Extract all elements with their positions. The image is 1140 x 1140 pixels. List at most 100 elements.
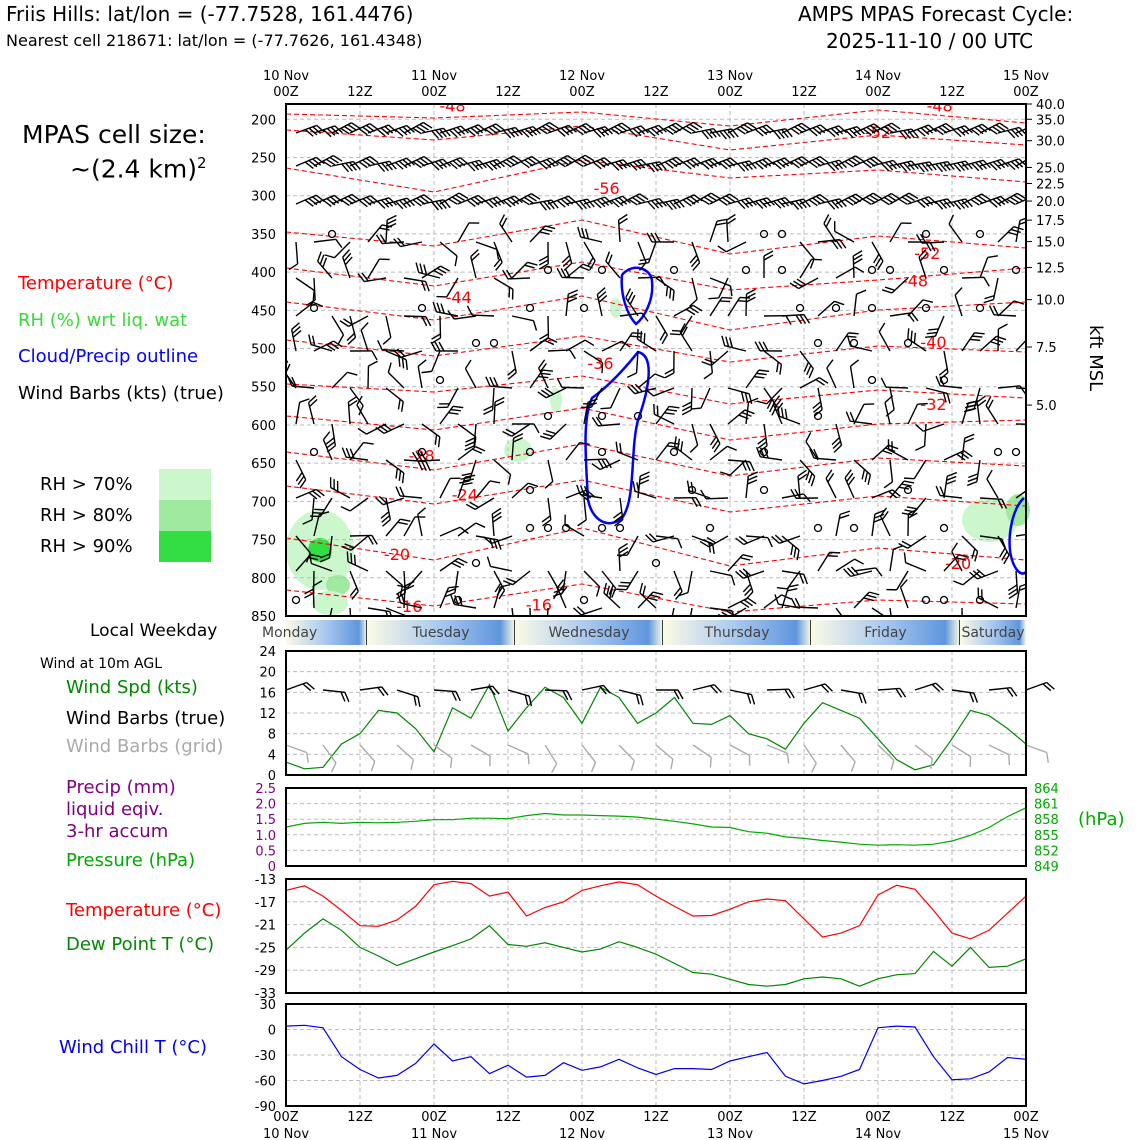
wind-barb-flag xyxy=(910,330,913,341)
wind-barb-true xyxy=(396,689,421,708)
wind-barb-flag xyxy=(988,200,998,208)
wind-barb-flag xyxy=(599,685,607,695)
wind-barb-flag xyxy=(605,458,612,469)
wind-barb xyxy=(943,198,973,210)
wind-barb-flag xyxy=(901,512,913,516)
wind-barb-flag xyxy=(466,199,476,208)
wind-barb-shaft xyxy=(417,366,423,389)
wind-barb-flag xyxy=(507,474,512,485)
wind-barb-flag xyxy=(722,160,732,169)
wind-barb-flag xyxy=(440,265,450,272)
wind-barb-grid xyxy=(729,744,751,766)
wind-barb-flag xyxy=(455,194,465,201)
wind-barb-shaft xyxy=(885,386,909,389)
wind-barb-flag xyxy=(630,335,641,338)
wind-barb-flag xyxy=(771,405,778,416)
wind-barb-shaft xyxy=(850,345,873,352)
wind-barb-flag xyxy=(748,393,753,404)
panel-frame-cross-section xyxy=(285,103,1027,617)
wind-barb xyxy=(907,508,918,537)
wind-barb-flag xyxy=(747,475,758,481)
wind-barb-flag xyxy=(351,122,361,130)
temperature-contour xyxy=(286,443,1026,477)
wind-barb-flag xyxy=(548,121,559,129)
wind-barb-shaft xyxy=(637,373,656,389)
wind-barb xyxy=(360,322,369,352)
wind-barb-flag xyxy=(647,201,656,210)
wind-barb-flag xyxy=(485,200,494,209)
wind-barb-flag xyxy=(718,198,728,206)
wind-barb xyxy=(781,313,811,325)
wind-barb-flag xyxy=(961,199,969,209)
wind-barb xyxy=(547,154,577,168)
wind-barb-flag xyxy=(484,128,494,136)
wind-barb-flag xyxy=(346,332,355,342)
wind-barb-shaft xyxy=(835,607,850,616)
wind-barb-flag xyxy=(622,195,631,204)
wind-barb-flag xyxy=(964,125,973,134)
rh-shading xyxy=(326,575,350,595)
wind-barb-flag xyxy=(394,129,404,137)
wind-barb-flag xyxy=(1019,385,1026,395)
wind-barb-flag xyxy=(539,333,549,340)
wind-barb xyxy=(915,423,945,432)
wind-barb-flag xyxy=(629,162,638,171)
legend-wind-barbs-true: Wind Barbs (true) xyxy=(66,708,226,729)
wind-barb xyxy=(319,535,333,563)
wind-barb-flag xyxy=(977,399,987,407)
wind-barb xyxy=(591,459,621,471)
wind-barb-flag xyxy=(825,217,832,228)
temperature-contour xyxy=(286,295,1026,331)
wind-barb-flag xyxy=(757,437,767,445)
wind-barb-flag xyxy=(326,441,336,449)
wind-barb-flag xyxy=(618,197,628,205)
wind-barb-flag xyxy=(347,336,356,345)
wind-barb-flag xyxy=(972,335,983,338)
y-tick-label: -25 xyxy=(255,941,276,956)
wind-barb-flag xyxy=(371,350,378,361)
wind-barb-flag xyxy=(788,584,799,588)
wind-barb-flag xyxy=(763,448,769,459)
wind-barb-flag xyxy=(865,196,876,204)
y-tick-label: 20 xyxy=(259,666,276,681)
wind-barb-flag xyxy=(676,198,685,208)
legend-rh: RH (%) wrt liq. wat xyxy=(18,310,188,331)
wind-barb-flag xyxy=(907,512,918,519)
cell-size-value: ~(2.4 km)2 xyxy=(70,154,207,184)
wind-barb-flag xyxy=(700,489,707,500)
wind-barb-flag xyxy=(787,587,798,592)
calm-circle xyxy=(417,303,427,313)
wind-barb-flag xyxy=(772,161,782,170)
wind-barb-shaft xyxy=(923,423,927,447)
wind-barb xyxy=(341,447,369,461)
wind-barb-true xyxy=(359,686,389,697)
wind-barb-flag xyxy=(1010,160,1020,169)
wind-barb-flag xyxy=(926,331,938,335)
temperature-contour xyxy=(286,159,1026,193)
wind-barb-flag xyxy=(458,595,463,606)
wind-barb-flag xyxy=(1019,582,1026,588)
wind-barb-flag xyxy=(945,479,956,485)
wind-barb-flag xyxy=(794,488,801,499)
wind-barb xyxy=(691,157,721,170)
wind-barb-flag xyxy=(445,592,456,598)
wind-barb-flag xyxy=(689,298,698,307)
wind-barb-flag xyxy=(598,294,608,303)
weekday-label: Tuesday xyxy=(412,625,470,641)
wind-barb-flag xyxy=(615,441,619,453)
wind-barb-flag xyxy=(349,448,355,459)
wind-barb xyxy=(907,299,934,317)
wind-barb-flag xyxy=(647,163,655,173)
wind-barb xyxy=(717,241,747,253)
wind-barb xyxy=(493,155,523,168)
wind-barb-flag xyxy=(758,369,770,373)
wind-barb-shaft xyxy=(471,314,495,317)
wind-barb-flag xyxy=(488,686,496,696)
wind-barb-flag xyxy=(916,128,926,137)
wind-barb-flag xyxy=(992,126,1002,133)
wind-barb xyxy=(439,477,461,499)
wind-barb-flag xyxy=(542,369,554,372)
wind-barb-grid xyxy=(581,744,597,773)
wind-barb xyxy=(375,234,405,245)
wind-barb-shaft xyxy=(840,744,856,763)
